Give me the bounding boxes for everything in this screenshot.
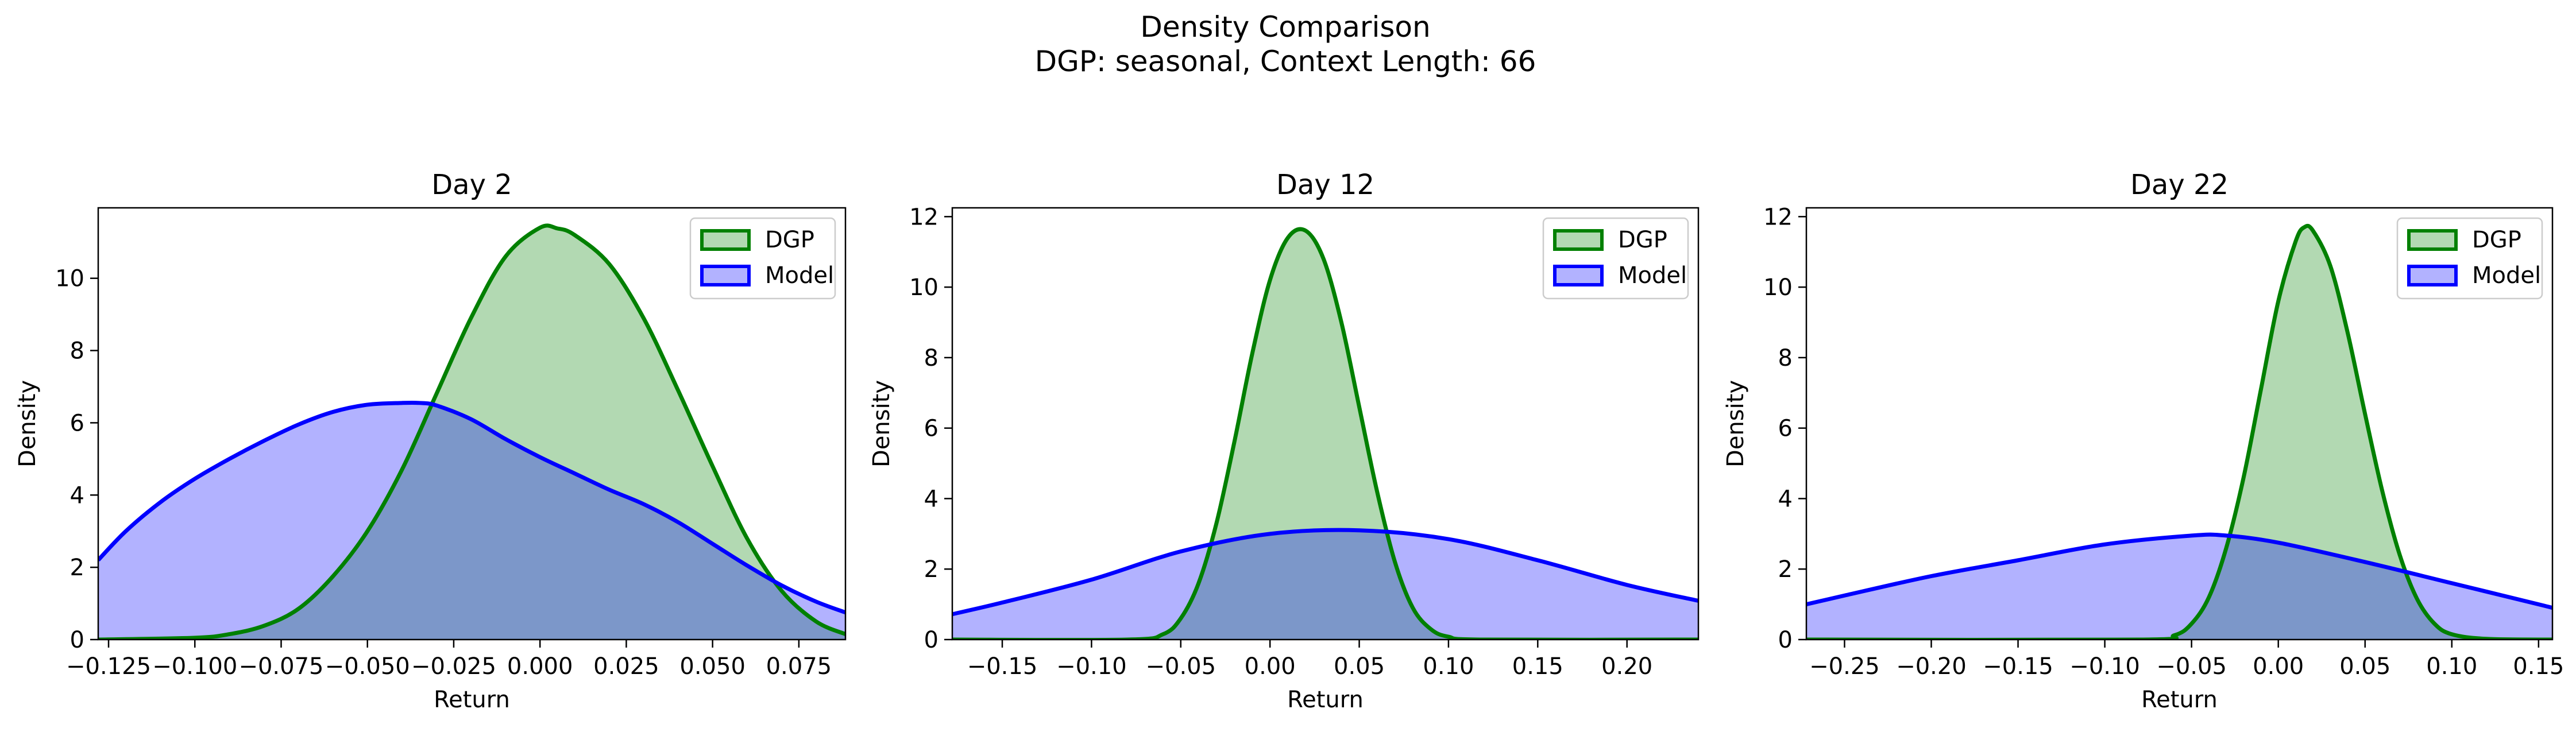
x-tick-label: −0.15	[1983, 653, 2053, 680]
y-tick-label: 2	[924, 556, 939, 583]
y-tick-label: 4	[924, 486, 939, 512]
x-axis-label: Return	[434, 687, 510, 713]
x-tick-label: −0.10	[2069, 653, 2140, 680]
x-tick-label: −0.10	[1056, 653, 1127, 680]
plot-area	[1806, 223, 2552, 640]
legend-label-model: Model	[765, 262, 834, 289]
x-tick-label: 0.025	[593, 653, 659, 680]
y-tick-label: 4	[70, 482, 84, 509]
x-tick-label: −0.20	[1896, 653, 1967, 680]
axes-frame	[951, 207, 1700, 641]
legend: DGP Model	[1542, 217, 1689, 300]
x-tick-label: 0.05	[1334, 653, 1385, 680]
axes-frame	[97, 207, 847, 641]
y-tick-label: 8	[1778, 345, 1793, 371]
legend-label-dgp: DGP	[765, 227, 814, 253]
area-dgp	[98, 225, 845, 640]
area-model	[1806, 535, 2552, 640]
legend-swatch-dgp	[2407, 229, 2458, 251]
panels: −0.125 −0.100 −0.075 −0.050 −0.025 0.000 0.025…	[14, 169, 2564, 713]
x-tick-label: 0.050	[679, 653, 746, 680]
y-tick-label: 12	[1763, 204, 1793, 230]
x-tick-label: 0.075	[766, 653, 832, 680]
y-axis-label: Density	[1723, 380, 1749, 467]
legend-label-dgp: DGP	[1618, 227, 1667, 253]
legend-swatch-model	[2407, 265, 2458, 286]
x-axis-label: Return	[1287, 687, 1364, 713]
line-model	[952, 528, 1698, 617]
legend-swatch-model	[1553, 265, 1604, 286]
plot-area	[98, 223, 845, 640]
y-tick-label: 12	[909, 204, 939, 230]
legend: DGP Model	[689, 217, 836, 300]
x-tick-label: −0.075	[238, 653, 323, 680]
line-model	[1806, 532, 2552, 610]
y-tick-label: 2	[70, 555, 84, 581]
x-tick-label: −0.050	[325, 653, 410, 680]
panel-3: −0.25 −0.20 −0.15 −0.10 −0.05 0.00 0.05 0.10 0.1…	[1723, 169, 2564, 713]
x-tick-label: −0.025	[411, 653, 496, 680]
x-tick-label: −0.05	[1145, 653, 1216, 680]
x-axis-label: Return	[2141, 687, 2218, 713]
legend-label-dgp: DGP	[2472, 227, 2521, 253]
line-dgp	[1806, 223, 2552, 640]
y-tick-label: 6	[1778, 416, 1793, 442]
x-tick-label: 0.00	[2253, 653, 2304, 680]
figure-title: Density Comparison	[1140, 10, 1430, 44]
y-tick-label: 0	[70, 627, 84, 653]
line-dgp	[952, 227, 1698, 640]
y-tick-label: 6	[924, 416, 939, 442]
area-dgp	[952, 229, 1698, 640]
legend-label-model: Model	[1618, 262, 1687, 289]
figure-subtitle: DGP: seasonal, Context Length: 66	[1035, 45, 1536, 78]
x-tick-label: −0.15	[967, 653, 1038, 680]
plot-area	[952, 227, 1698, 640]
legend-swatch-dgp	[1553, 229, 1604, 251]
legend-box	[2396, 217, 2543, 300]
y-tick-label: 10	[55, 266, 84, 292]
area-model	[98, 402, 845, 640]
x-tick-label: 0.000	[507, 653, 573, 680]
y-tick-label: 0	[924, 627, 939, 653]
x-tick-label: −0.25	[1809, 653, 1880, 680]
x-tick-label: 0.10	[2426, 653, 2477, 680]
line-model	[98, 400, 845, 615]
y-tick-label: 0	[1778, 627, 1793, 653]
legend-swatch-model	[700, 265, 751, 286]
panel-1: −0.125 −0.100 −0.075 −0.050 −0.025 0.000 0.025…	[14, 169, 847, 713]
y-tick-label: 4	[1778, 486, 1793, 512]
y-tick-label: 2	[1778, 556, 1793, 583]
panel-title: Day 2	[431, 169, 512, 201]
legend-label-model: Model	[2472, 262, 2541, 289]
legend-box	[689, 217, 836, 300]
x-tick-label: −0.05	[2156, 653, 2227, 680]
y-axis-label: Density	[14, 380, 41, 467]
y-tick-label: 8	[70, 338, 84, 365]
y-tick-label: 10	[1763, 274, 1793, 301]
y-axis-label: Density	[868, 380, 895, 467]
legend-box	[1542, 217, 1689, 300]
x-tick-label: 0.10	[1423, 653, 1474, 680]
line-dgp	[98, 223, 845, 640]
axes-frame	[1805, 207, 2554, 641]
panel-title: Day 22	[2130, 169, 2229, 201]
x-tick-label: 0.00	[1245, 653, 1296, 680]
x-tick-label: 0.15	[2513, 653, 2564, 680]
x-tick-label: 0.20	[1601, 653, 1652, 680]
y-tick-label: 10	[909, 274, 939, 301]
legend: DGP Model	[2396, 217, 2543, 300]
panel-2: −0.15 −0.10 −0.05 0.00 0.05 0.10 0.15 0.20 0 2 4 6 8…	[868, 169, 1700, 713]
x-tick-label: 0.05	[2339, 653, 2390, 680]
legend-swatch-dgp	[700, 229, 751, 251]
area-dgp	[1806, 226, 2552, 640]
y-tick-label: 8	[924, 345, 939, 371]
x-tick-label: 0.15	[1512, 653, 1563, 680]
panel-title: Day 12	[1276, 169, 1374, 201]
x-tick-label: −0.100	[152, 653, 237, 680]
x-tick-label: −0.125	[66, 653, 151, 680]
y-tick-label: 6	[70, 410, 84, 436]
area-model	[952, 530, 1698, 640]
